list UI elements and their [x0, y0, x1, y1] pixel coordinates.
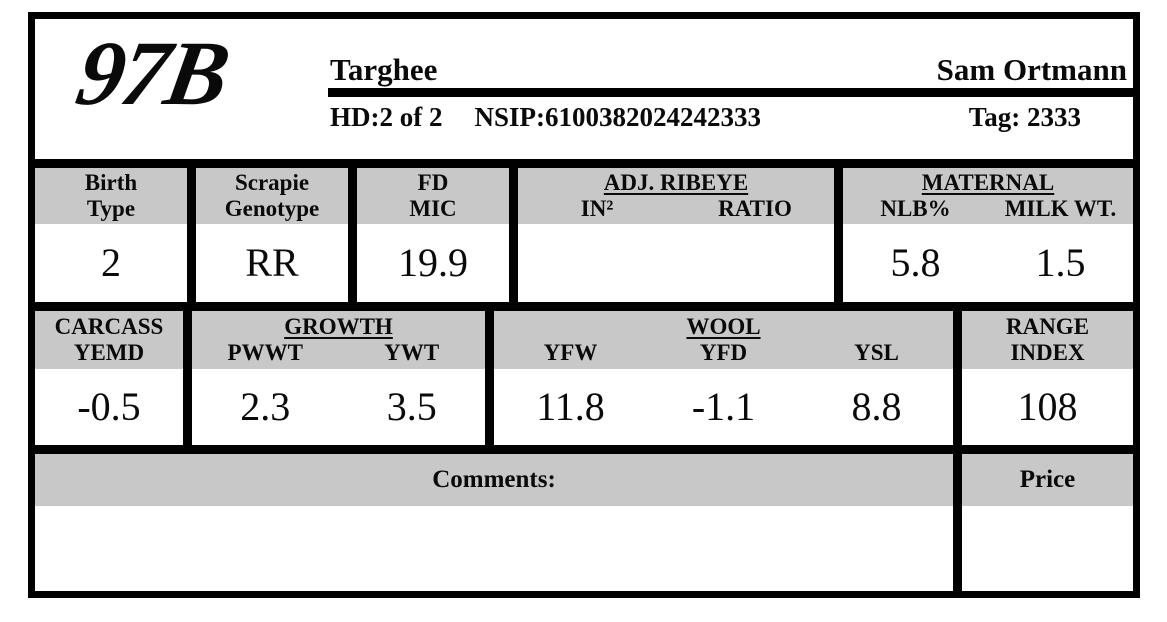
growth-ywt-value: 3.5 — [386, 384, 437, 429]
birth-type-header: Birth Type — [35, 168, 187, 224]
price-cell: Price — [962, 454, 1133, 591]
maternal-values: 5.8 1.5 — [843, 224, 1133, 302]
header-divider — [328, 88, 1133, 97]
adj-ribeye-header: ADJ. RIBEYE IN² RATIO — [518, 168, 834, 224]
card-header: 97B Targhee Sam Ortmann HD:2 of 2 NSIP:6… — [35, 19, 1133, 159]
wool-col-ysl: YSL — [854, 340, 899, 365]
growth-col-pwwt: PWWT — [227, 340, 303, 365]
adj-ribeye-col-ratio: RATIO — [718, 196, 792, 221]
comments-area — [35, 506, 953, 591]
scrapie-genotype-value: RR — [245, 240, 299, 285]
breed-name: Targhee — [330, 52, 438, 87]
price-area — [962, 506, 1133, 591]
birth-type-value: 2 — [101, 240, 121, 285]
fd-mic-header: FD MIC — [357, 168, 509, 224]
maternal-col-milkwt: MILK WT. — [1004, 196, 1117, 221]
growth-col-ywt: YWT — [384, 340, 440, 365]
header-right: Targhee Sam Ortmann HD:2 of 2 NSIP:61003… — [328, 19, 1133, 159]
growth-title: GROWTH — [284, 314, 393, 339]
fd-mic-value: 19.9 — [398, 240, 468, 285]
scrapie-genotype-cell: Scrapie Genotype RR — [196, 168, 348, 302]
adj-ribeye-values — [518, 224, 834, 302]
wool-yfd-value: -1.1 — [691, 384, 756, 429]
maternal-title: MATERNAL — [921, 170, 1055, 195]
ranch-brand-logo: 97B — [70, 22, 236, 124]
carcass-yemd-cell: CARCASS YEMD -0.5 — [35, 311, 183, 445]
header-id-row: HD:2 of 2 NSIP:6100382024242333 Tag: 233… — [328, 97, 1133, 133]
epd-band-1: Birth Type 2 Scrapie Genotype RR FD MIC … — [35, 168, 1133, 302]
nsip-number: NSIP:6100382024242333 — [474, 102, 761, 132]
growth-pwwt-value: 2.3 — [240, 384, 291, 429]
wool-col-yfw: YFW — [543, 340, 598, 365]
growth-values: 2.3 3.5 — [192, 369, 485, 445]
scrapie-genotype-header: Scrapie Genotype — [196, 168, 348, 224]
range-index-cell: RANGE INDEX 108 — [962, 311, 1133, 445]
comments-cell: Comments: — [35, 454, 953, 591]
growth-cell: GROWTH PWWT YWT 2.3 3.5 — [192, 311, 485, 445]
adj-ribeye-cell: ADJ. RIBEYE IN² RATIO — [518, 168, 834, 302]
wool-header: WOOL YFW YFD YSL — [494, 311, 953, 369]
price-label: Price — [962, 454, 1133, 506]
carcass-yemd-header: CARCASS YEMD — [35, 311, 183, 369]
wool-title: WOOL — [686, 314, 761, 339]
maternal-col-nlb: NLB% — [880, 196, 951, 221]
header-title-row: Targhee Sam Ortmann — [328, 19, 1133, 88]
wool-ysl-value: 8.8 — [851, 384, 902, 429]
wool-yfw-value: 11.8 — [536, 384, 605, 429]
comments-price-band: Comments: Price — [35, 454, 1133, 591]
adj-ribeye-title: ADJ. RIBEYE — [603, 170, 749, 195]
maternal-cell: MATERNAL NLB% MILK WT. 5.8 1.5 — [843, 168, 1133, 302]
hd-count: HD:2 of 2 — [330, 102, 443, 132]
tag-number: Tag: 2333 — [968, 102, 1081, 132]
growth-header: GROWTH PWWT YWT — [192, 311, 485, 369]
carcass-yemd-value: -0.5 — [77, 384, 141, 429]
wool-values: 11.8 -1.1 8.8 — [494, 369, 953, 445]
epd-band-2: CARCASS YEMD -0.5 GROWTH PWWT YWT 2.3 3.… — [35, 311, 1133, 445]
range-index-value: 108 — [1017, 384, 1078, 429]
range-index-header: RANGE INDEX — [962, 311, 1133, 369]
wool-cell: WOOL YFW YFD YSL 11.8 -1.1 8.8 — [494, 311, 953, 445]
comments-label: Comments: — [35, 454, 953, 506]
maternal-header: MATERNAL NLB% MILK WT. — [843, 168, 1133, 224]
owner-name: Sam Ortmann — [936, 52, 1127, 87]
birth-type-cell: Birth Type 2 — [35, 168, 187, 302]
maternal-milkwt-value: 1.5 — [1035, 240, 1086, 285]
sale-card: 97B Targhee Sam Ortmann HD:2 of 2 NSIP:6… — [28, 12, 1140, 598]
wool-col-yfd: YFD — [699, 340, 748, 365]
fd-mic-cell: FD MIC 19.9 — [357, 168, 509, 302]
maternal-nlb-value: 5.8 — [890, 240, 941, 285]
adj-ribeye-col-in2: IN² — [580, 196, 614, 221]
